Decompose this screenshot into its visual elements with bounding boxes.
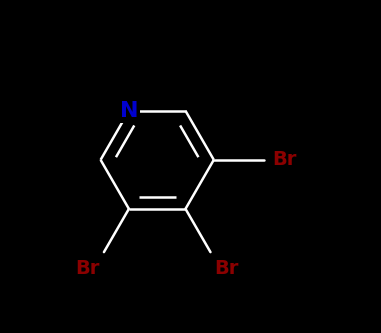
Text: N: N xyxy=(120,101,138,121)
Text: Br: Br xyxy=(215,259,239,278)
Text: Br: Br xyxy=(75,259,100,278)
Text: Br: Br xyxy=(272,150,296,169)
